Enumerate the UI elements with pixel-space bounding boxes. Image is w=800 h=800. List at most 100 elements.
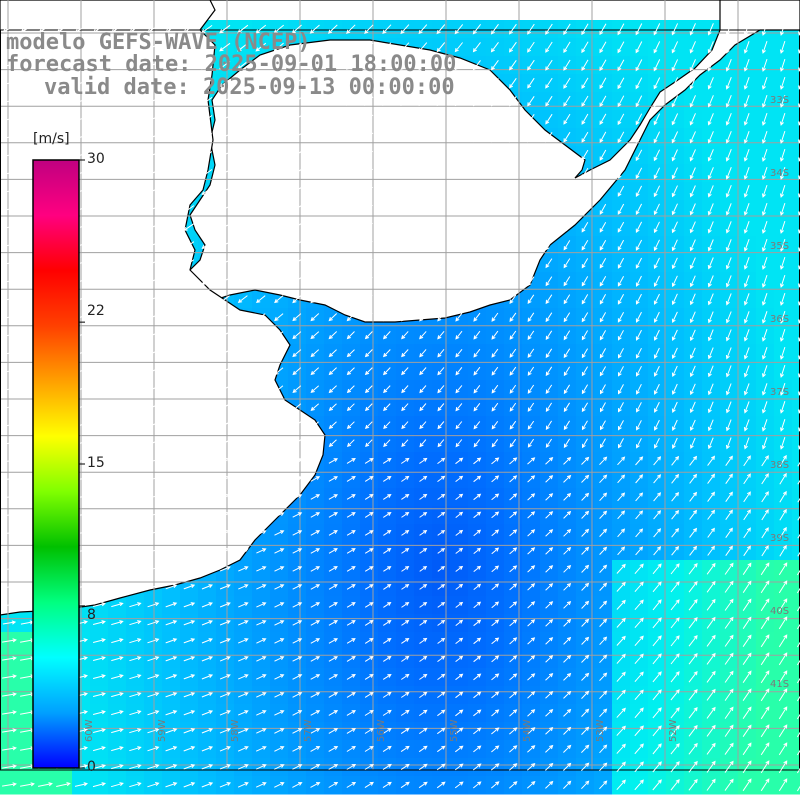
- wind-arrow: [689, 293, 696, 306]
- wind-arrow: [761, 383, 768, 396]
- wind-arrow: [563, 276, 571, 287]
- wind-cell: [792, 488, 800, 507]
- wind-arrow: [671, 383, 678, 395]
- wind-arrow: [255, 78, 267, 88]
- wind-arrow: [110, 187, 123, 195]
- wind-arrow: [707, 527, 715, 538]
- wind-arrow: [255, 205, 266, 214]
- wind-arrow: [110, 367, 123, 375]
- wind-arrow: [419, 673, 428, 680]
- wind-arrow: [20, 350, 33, 357]
- wind-arrow: [238, 602, 249, 608]
- wind-arrow: [2, 314, 15, 321]
- wind-arrow: [455, 222, 463, 232]
- wind-arrow: [2, 44, 15, 51]
- wind-arrow: [165, 656, 178, 662]
- wind-arrow: [237, 764, 249, 770]
- wind-arrow: [274, 620, 285, 626]
- wind-arrow: [690, 437, 696, 450]
- wind-arrow: [581, 348, 589, 359]
- wind-arrow: [527, 475, 536, 483]
- wind-arrow: [509, 673, 518, 681]
- wind-arrow: [581, 672, 590, 681]
- wind-cell: [792, 596, 800, 615]
- wind-arrow: [527, 637, 536, 645]
- wind-arrow: [689, 347, 696, 360]
- wind-arrow: [219, 494, 231, 500]
- wind-arrow: [364, 620, 374, 626]
- wind-arrow: [129, 494, 142, 500]
- wind-arrow: [183, 205, 195, 214]
- wind-arrow: [183, 584, 196, 590]
- wind-arrow: [707, 545, 715, 556]
- wind-cell: [792, 92, 800, 111]
- wind-arrow: [346, 24, 356, 34]
- wind-arrow: [671, 95, 679, 108]
- wind-arrow: [616, 761, 626, 773]
- wind-arrow: [780, 437, 786, 450]
- wind-arrow: [419, 403, 427, 412]
- wind-arrow: [38, 25, 51, 33]
- wind-arrow: [292, 620, 303, 626]
- wind-arrow: [401, 439, 409, 448]
- wind-arrow: [383, 403, 391, 412]
- wind-arrow: [437, 312, 445, 322]
- wind-arrow: [437, 601, 446, 608]
- wind-arrow: [779, 22, 786, 36]
- wind-arrow: [20, 422, 33, 429]
- wind-arrow: [274, 421, 284, 429]
- wind-arrow: [671, 185, 678, 198]
- wind-arrow: [310, 277, 320, 286]
- wind-arrow: [509, 132, 517, 143]
- wind-arrow: [509, 619, 518, 627]
- wind-arrow: [509, 366, 517, 376]
- wind-arrow: [761, 184, 768, 198]
- wind-arrow: [238, 548, 249, 554]
- wind-arrow: [437, 439, 445, 448]
- wind-arrow: [310, 385, 320, 393]
- wind-arrow: [653, 275, 660, 288]
- wind-arrow: [292, 746, 303, 752]
- wind-arrow: [545, 41, 553, 53]
- wind-cell: [792, 272, 800, 291]
- wind-arrow: [328, 385, 337, 394]
- wind-arrow: [473, 204, 481, 215]
- wind-arrow: [634, 671, 644, 683]
- wind-arrow: [653, 149, 661, 162]
- wind-arrow: [346, 132, 356, 142]
- wind-arrow: [581, 420, 588, 431]
- wind-arrow: [545, 204, 553, 215]
- wind-arrow: [599, 744, 608, 754]
- wind-arrow: [364, 24, 374, 34]
- wind-arrow: [635, 185, 643, 198]
- wind-arrow: [778, 616, 788, 630]
- wind-arrow: [274, 313, 284, 322]
- wind-arrow: [292, 494, 303, 500]
- wind-arrow: [707, 131, 714, 144]
- wind-arrow: [110, 97, 123, 105]
- wind-arrow: [237, 349, 248, 357]
- wind-arrow: [237, 60, 249, 70]
- wind-arrow: [436, 186, 445, 196]
- wind-arrow: [165, 223, 177, 231]
- wind-arrow: [563, 23, 571, 35]
- wind-arrow: [761, 455, 769, 467]
- wind-arrow: [328, 638, 339, 644]
- wind-arrow: [328, 421, 337, 430]
- wind-arrow: [473, 240, 481, 250]
- wind-arrow: [653, 131, 661, 144]
- wind-arrow: [183, 295, 195, 303]
- wind-arrow: [383, 421, 391, 430]
- wind-arrow: [346, 403, 355, 412]
- wind-arrow: [401, 349, 409, 358]
- wind-arrow: [688, 598, 698, 611]
- wind-arrow: [742, 562, 752, 575]
- wind-arrow: [563, 528, 572, 537]
- wind-arrow: [491, 547, 500, 555]
- wind-arrow: [255, 241, 266, 250]
- wind-arrow: [654, 401, 660, 413]
- wind-arrow: [670, 689, 680, 701]
- wind-arrow: [219, 403, 230, 411]
- wind-arrow: [599, 528, 608, 537]
- wind-arrow: [111, 728, 124, 734]
